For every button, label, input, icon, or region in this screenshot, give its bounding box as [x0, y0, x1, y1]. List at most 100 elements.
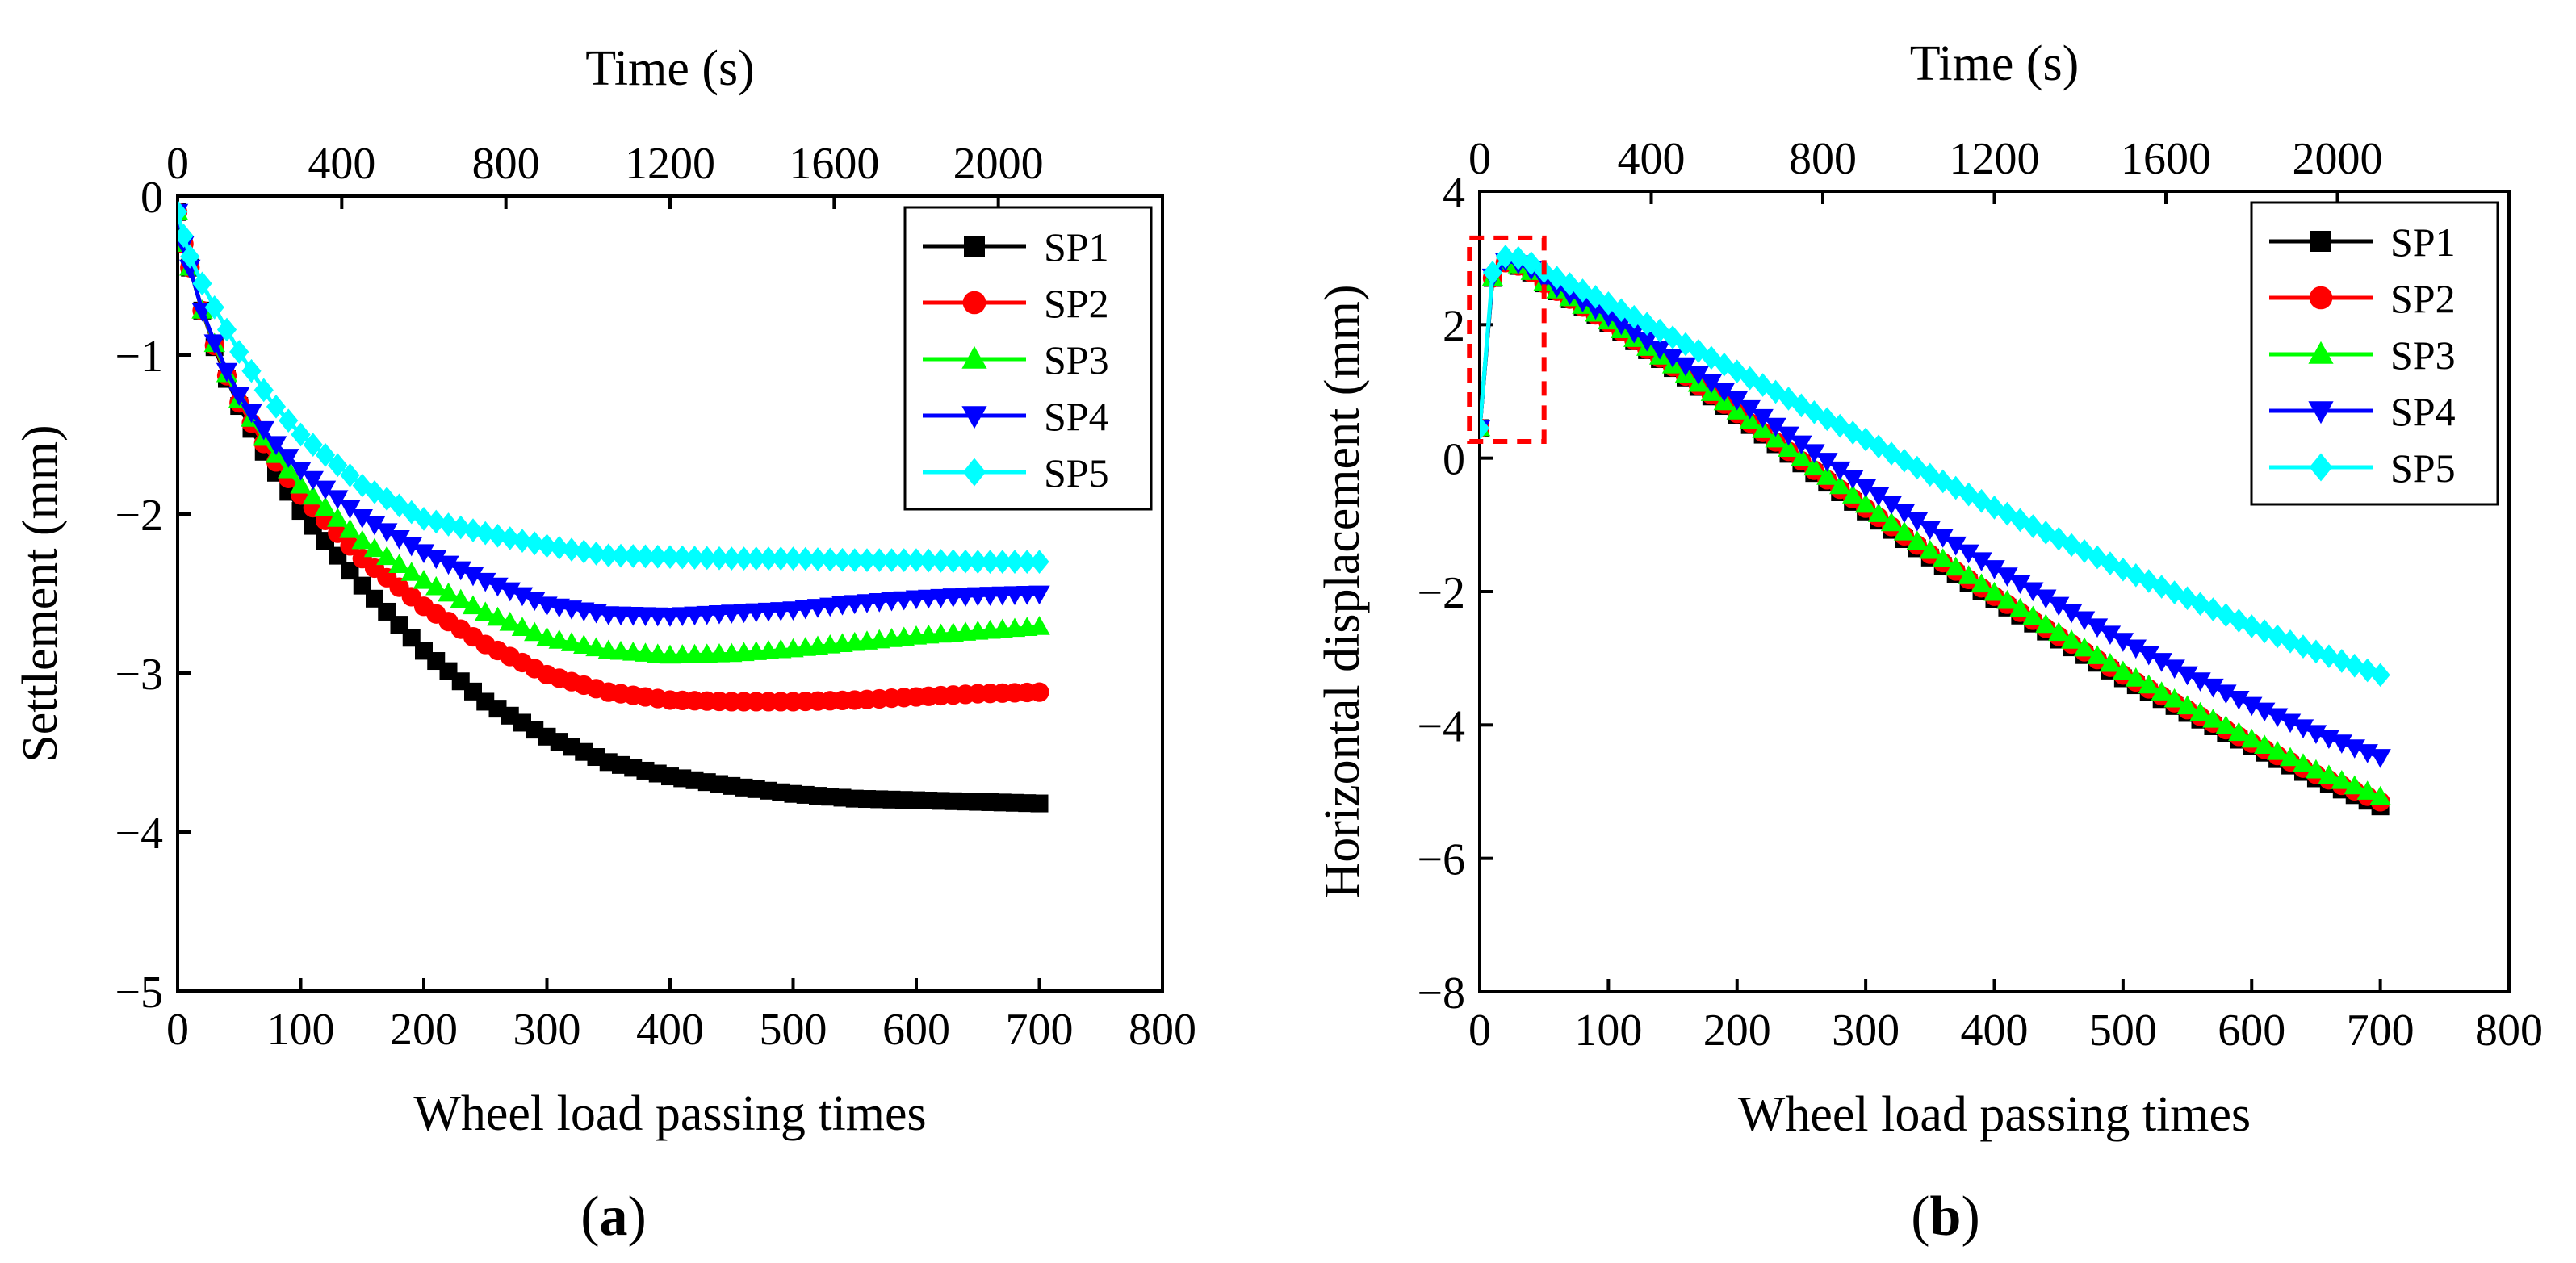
panel-a-data-point [537, 533, 557, 558]
panel-a-data-point [906, 548, 927, 572]
panel-b-data-point [1675, 332, 1696, 357]
panel-a-data-point [178, 224, 194, 249]
panel-b-data-point [1932, 529, 1954, 548]
panel-a-data-point [376, 546, 398, 566]
panel-b-data-point [1662, 325, 1683, 349]
panel-a-data-point [820, 547, 840, 572]
panel-a-data-point [328, 523, 348, 543]
panel-b-data-point [1971, 573, 1992, 593]
panel-a-data-point [413, 544, 435, 564]
panel-b-data-point [1482, 261, 1503, 285]
panel-a-data-point [253, 378, 274, 403]
panel-b-data-point [2344, 739, 2365, 759]
panel-a-y-tick-label: 0 [140, 173, 163, 223]
panel-b-data-point [2369, 749, 2391, 768]
panel-b-y-tick-label: −4 [1417, 701, 1465, 751]
panel-a-legend-marker [962, 458, 986, 487]
panel-b-data-point [2176, 666, 2198, 686]
panel-a-data-point [524, 621, 546, 642]
panel-a-data-point [844, 548, 865, 572]
panel-b-data-point [1661, 349, 1684, 368]
panel-b-data-point [2062, 533, 2082, 558]
panel-b-data-point [1508, 245, 1528, 270]
panel-a-data-point [857, 548, 878, 572]
panel-a-legend-label: SP2 [1044, 281, 1109, 326]
panel-b-data-point [2253, 702, 2276, 722]
panel-b-data-point [2023, 514, 2043, 539]
panel-b-data-point [1971, 488, 1992, 513]
panel-a-data-point [278, 458, 299, 479]
panel-b-data-point [1867, 503, 1890, 522]
panel-b-data-point [2099, 652, 2122, 672]
panel-a-data-point [339, 500, 361, 519]
panel-b-y-tick-label: −2 [1417, 568, 1465, 618]
panel-b-data-point [2215, 684, 2237, 705]
panel-a-data-point [400, 537, 422, 557]
panel-b-data-point [1778, 387, 1799, 411]
panel-b-x-tick-label: 600 [2218, 1006, 2285, 1056]
panel-b-data-point [1945, 536, 1967, 556]
panel-a-data-point [894, 548, 914, 572]
panel-b-data-point [1611, 298, 1631, 323]
panel-b-x2-axis-title: Time (s) [1910, 36, 2080, 91]
panel-a-data-point [511, 617, 534, 636]
panel-a-data-point [1028, 616, 1050, 635]
panel-b-data-point [2241, 696, 2263, 717]
panel-b-data-point [2189, 672, 2211, 692]
panel-b-data-point [1958, 544, 1979, 564]
panel-a-data-point [623, 544, 643, 568]
panel-b-data-point [2151, 575, 2172, 599]
panel-a-y-tick-label: −2 [115, 491, 163, 541]
panel-a-data-point [980, 550, 1000, 574]
panel-b-data-point [1598, 291, 1619, 316]
panel-a-data-point [536, 626, 558, 646]
panel-a-x-tick-label: 800 [1129, 1005, 1196, 1055]
panel-b-legend-item-sp1: SP1 [2269, 220, 2456, 265]
panel-a-y-tick-label: −3 [115, 650, 163, 700]
panel-b-data-point [1932, 548, 1954, 567]
panel-a-x-tick-label: 200 [390, 1005, 458, 1055]
panel-b-data-point [1868, 434, 1889, 459]
panel-b: (b) 0 100 200 300 400 500 600 700 800 0 400 800 1200… [1315, 36, 2543, 1248]
panel-b-data-point [2047, 596, 2070, 617]
panel-b-data-point [1752, 419, 1774, 438]
panel-b-data-point [2163, 659, 2185, 679]
panel-a-letter: a [600, 1186, 628, 1248]
panel-b-legend-label: SP5 [2390, 445, 2456, 491]
panel-a-data-point [228, 387, 250, 406]
panel-b-x-tick-label: 300 [1832, 1006, 1900, 1056]
panel-b-data-point [1829, 475, 1851, 495]
panel-a-data-point [462, 595, 484, 615]
panel-a-data-point [265, 436, 287, 456]
panel-b-data-point [1624, 304, 1644, 329]
panel-b-y-tick-label: 2 [1443, 301, 1465, 351]
panel-b-data-point [1880, 496, 1903, 515]
panel-b-legend-label: SP3 [2390, 332, 2456, 378]
panel-a-data-point [919, 548, 939, 573]
panel-a-data-point [203, 334, 225, 353]
panel-b-x2-tick-label: 1200 [1950, 134, 2040, 184]
panel-a-data-point [561, 537, 582, 562]
panel-b-x2-tick-label: 1600 [2121, 134, 2211, 184]
panel-b-legend-item-sp2: SP2 [2269, 276, 2456, 321]
panel-b-x2-tick-label: 0 [1468, 134, 1491, 184]
panel-a-x2-tick-label: 1200 [625, 139, 715, 189]
panel-b-y-tick-label: 0 [1443, 435, 1465, 485]
panel-a-data-point [339, 518, 361, 538]
panel-a-data-point [635, 544, 656, 569]
panel-b-data-point [2035, 613, 2057, 634]
panel-b-data-point [1700, 374, 1723, 394]
panel-a-data-point [488, 523, 508, 548]
panel-a-label: (a) [580, 1186, 647, 1248]
panel-a-legend-item-sp4: SP4 [923, 394, 1109, 439]
panel-b-data-point [2151, 653, 2172, 672]
panel-a-data-point [376, 523, 398, 543]
panel-b-data-point [1521, 251, 1541, 276]
panel-b-data-point [2292, 719, 2314, 739]
panel-b-data-point [1854, 479, 1877, 498]
panel-a-data-point [500, 526, 520, 550]
panel-a-data-point [660, 545, 681, 570]
panel-b-data-point [2073, 611, 2096, 631]
panel-b-data-point [1637, 312, 1657, 337]
